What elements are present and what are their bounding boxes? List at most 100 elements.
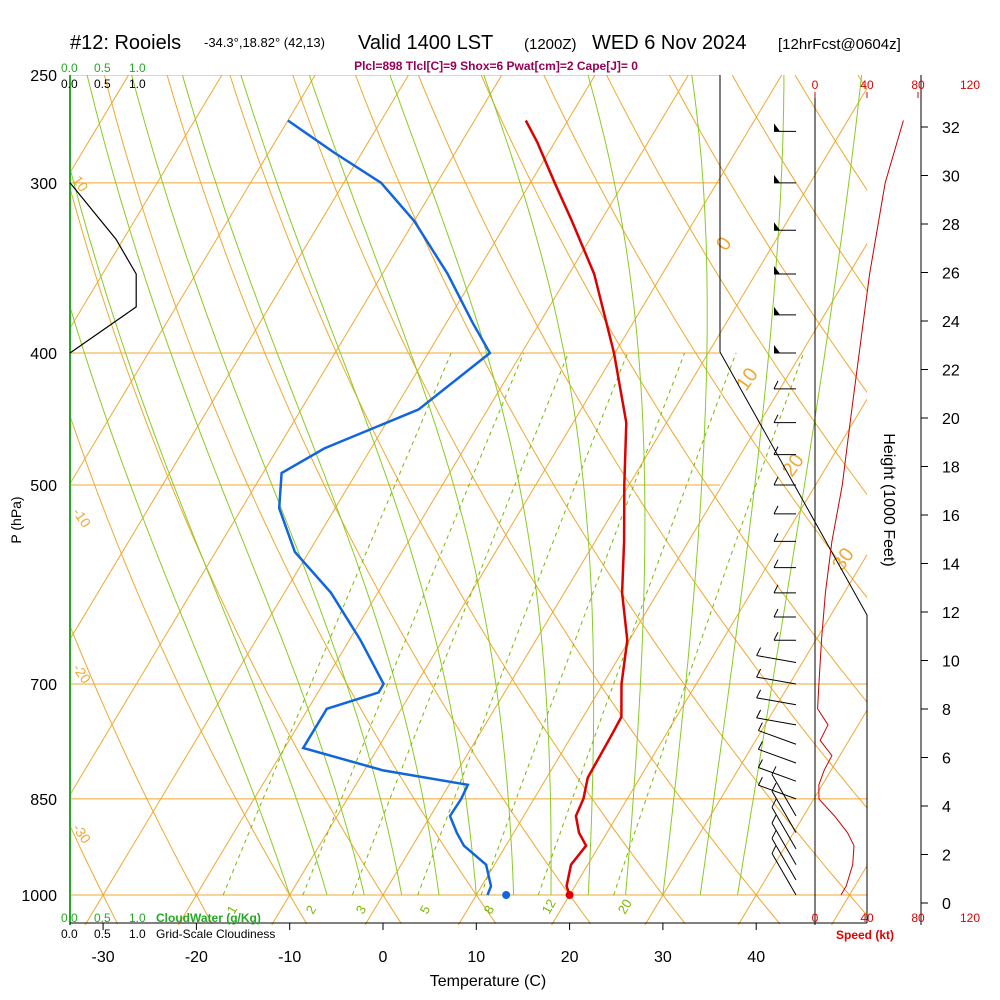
wind-speed-line — [817, 120, 904, 896]
speed-tick-bottom-3: 120 — [960, 911, 980, 925]
moist-adiabat-line — [86, 75, 365, 896]
wind-barb-staff — [758, 767, 797, 782]
speed-tick-bottom-2: 80 — [911, 911, 925, 925]
cloudwater-tick-2: 1.0 — [129, 61, 146, 75]
wind-barb-feather — [773, 380, 779, 390]
temperature-tick-label: -10 — [278, 949, 301, 966]
dry-adiabat-line — [606, 75, 867, 496]
wind-barb-staff — [771, 822, 797, 865]
isotherm-line — [644, 553, 867, 925]
height-tick-label: 0 — [942, 896, 951, 913]
wind-barb-feather — [773, 559, 779, 568]
height-tick-label: 18 — [942, 460, 960, 477]
wind-barb-staff — [756, 697, 797, 706]
cloudiness-tick-1: 0.5 — [94, 77, 111, 91]
height-tick-label: 26 — [942, 266, 960, 283]
wind-barb-feather — [773, 631, 779, 641]
cloudiness-tick-2: 1.0 — [129, 77, 146, 91]
speed-axis — [814, 92, 919, 98]
wind-barb-pennant — [774, 222, 780, 231]
cloudwater-tick-bottom-2: 1.0 — [129, 911, 146, 925]
cloudwater-tick-1: 0.5 — [94, 61, 111, 75]
cloudwater-label: CloudWater (g/Kg) — [156, 911, 261, 925]
wind-barb-feather — [771, 782, 777, 792]
mixing-ratio-line — [537, 352, 737, 896]
speed-tick-top-3: 120 — [960, 78, 980, 92]
cloudwater-tick-0: 0.0 — [61, 61, 78, 75]
isotherm-line — [70, 75, 223, 330]
wind-barb-pennant — [774, 123, 780, 132]
wind-barb-feather — [771, 814, 777, 824]
wind-barb-feather — [771, 830, 777, 839]
height-tick-label: 10 — [942, 654, 960, 671]
mixing-ratio-grid — [70, 75, 863, 896]
wind-barb-feather — [773, 476, 779, 486]
mixing-ratio-line — [222, 352, 452, 896]
wind-barb-feather — [757, 759, 763, 768]
moist-adiabat-line — [483, 75, 595, 896]
wind-barb-feather — [773, 584, 779, 594]
height-tick-label: 32 — [942, 120, 960, 137]
title-coords: -34.3°,18.82° (42,13) — [204, 35, 325, 50]
cloudiness-line — [69, 182, 137, 354]
isotherm-line — [70, 75, 316, 485]
height-tick-label: 16 — [942, 508, 960, 525]
temperature-tick-label: 0 — [379, 949, 388, 966]
wind-barb-feather — [756, 647, 762, 656]
wind-barb-staff — [756, 717, 797, 726]
temperature-axis: -30 -20 -10 0 10 20 30 40 — [92, 923, 765, 966]
isotherm-line — [70, 75, 409, 641]
isotherm-line — [364, 87, 867, 925]
dry-adiabat-line — [354, 75, 867, 916]
speed-tick-top-2: 80 — [911, 78, 925, 92]
mixing-ratio-label: 12 — [539, 896, 559, 916]
pressure-tick-label: 250 — [30, 68, 57, 85]
wind-barb-staff — [756, 676, 797, 685]
wind-barb-feather — [756, 689, 762, 699]
mixing-ratio-label: 20 — [615, 896, 635, 916]
height-tick-label: 12 — [942, 605, 960, 622]
pressure-axis: 250 300 400 500 700 850 1000 — [21, 68, 57, 905]
wind-barb-pennant — [774, 266, 780, 275]
speed-axis-label: Speed (kt) — [836, 928, 894, 942]
wind-barb-feather — [771, 799, 777, 808]
isotherm-line — [84, 75, 596, 925]
right-frame-slant — [719, 351, 868, 923]
dry-adiabat-line — [70, 414, 308, 925]
wind-barb-staff — [758, 748, 797, 764]
dry-adiabat-line — [543, 75, 867, 599]
wind-barb-staff — [771, 774, 797, 817]
y-axis-label: P (hPa) — [8, 496, 24, 543]
temperature-tick-label: 40 — [747, 949, 765, 966]
moist-adiabat-line — [70, 166, 328, 896]
pressure-tick-label: 850 — [30, 792, 57, 809]
temperature-tick-label: 10 — [467, 949, 485, 966]
sounding-series — [69, 119, 904, 899]
cloudiness-label: Grid-Scale Cloudiness — [156, 927, 275, 941]
moist-adiabat-line — [70, 305, 291, 896]
cloudiness-tick-bottom-0: 0.0 — [61, 927, 78, 941]
title-forecast: [12hrFcst@0604z] — [778, 36, 901, 53]
height-tick-label: 14 — [942, 557, 960, 574]
wind-barb-feather — [757, 741, 763, 750]
dry-adiabat-line — [70, 824, 119, 925]
title-station-text: #12: Rooiels — [70, 32, 181, 54]
dry-adiabat-line — [166, 75, 592, 925]
temperature-line — [524, 119, 629, 896]
isotherm-line — [177, 75, 689, 925]
wind-barb-feather — [773, 414, 779, 423]
speed-tick-bottom-1: 40 — [860, 911, 874, 925]
height-tick-label: 2 — [942, 848, 951, 865]
mixing-ratio-line — [480, 352, 686, 896]
height-tick-label: 20 — [942, 411, 960, 428]
wind-barb-staff — [771, 838, 797, 881]
moist-adiabat-line — [662, 75, 708, 896]
wind-barb-feather — [773, 446, 779, 455]
moist-adiabat-line — [587, 75, 646, 896]
title-utc: (1200Z) — [524, 36, 577, 53]
surface-temperature-marker — [565, 891, 574, 899]
cloudiness-tick-0: 0.0 — [61, 77, 78, 91]
surface-dewpoint-marker — [502, 891, 511, 899]
dry-adiabat-line — [229, 75, 686, 925]
